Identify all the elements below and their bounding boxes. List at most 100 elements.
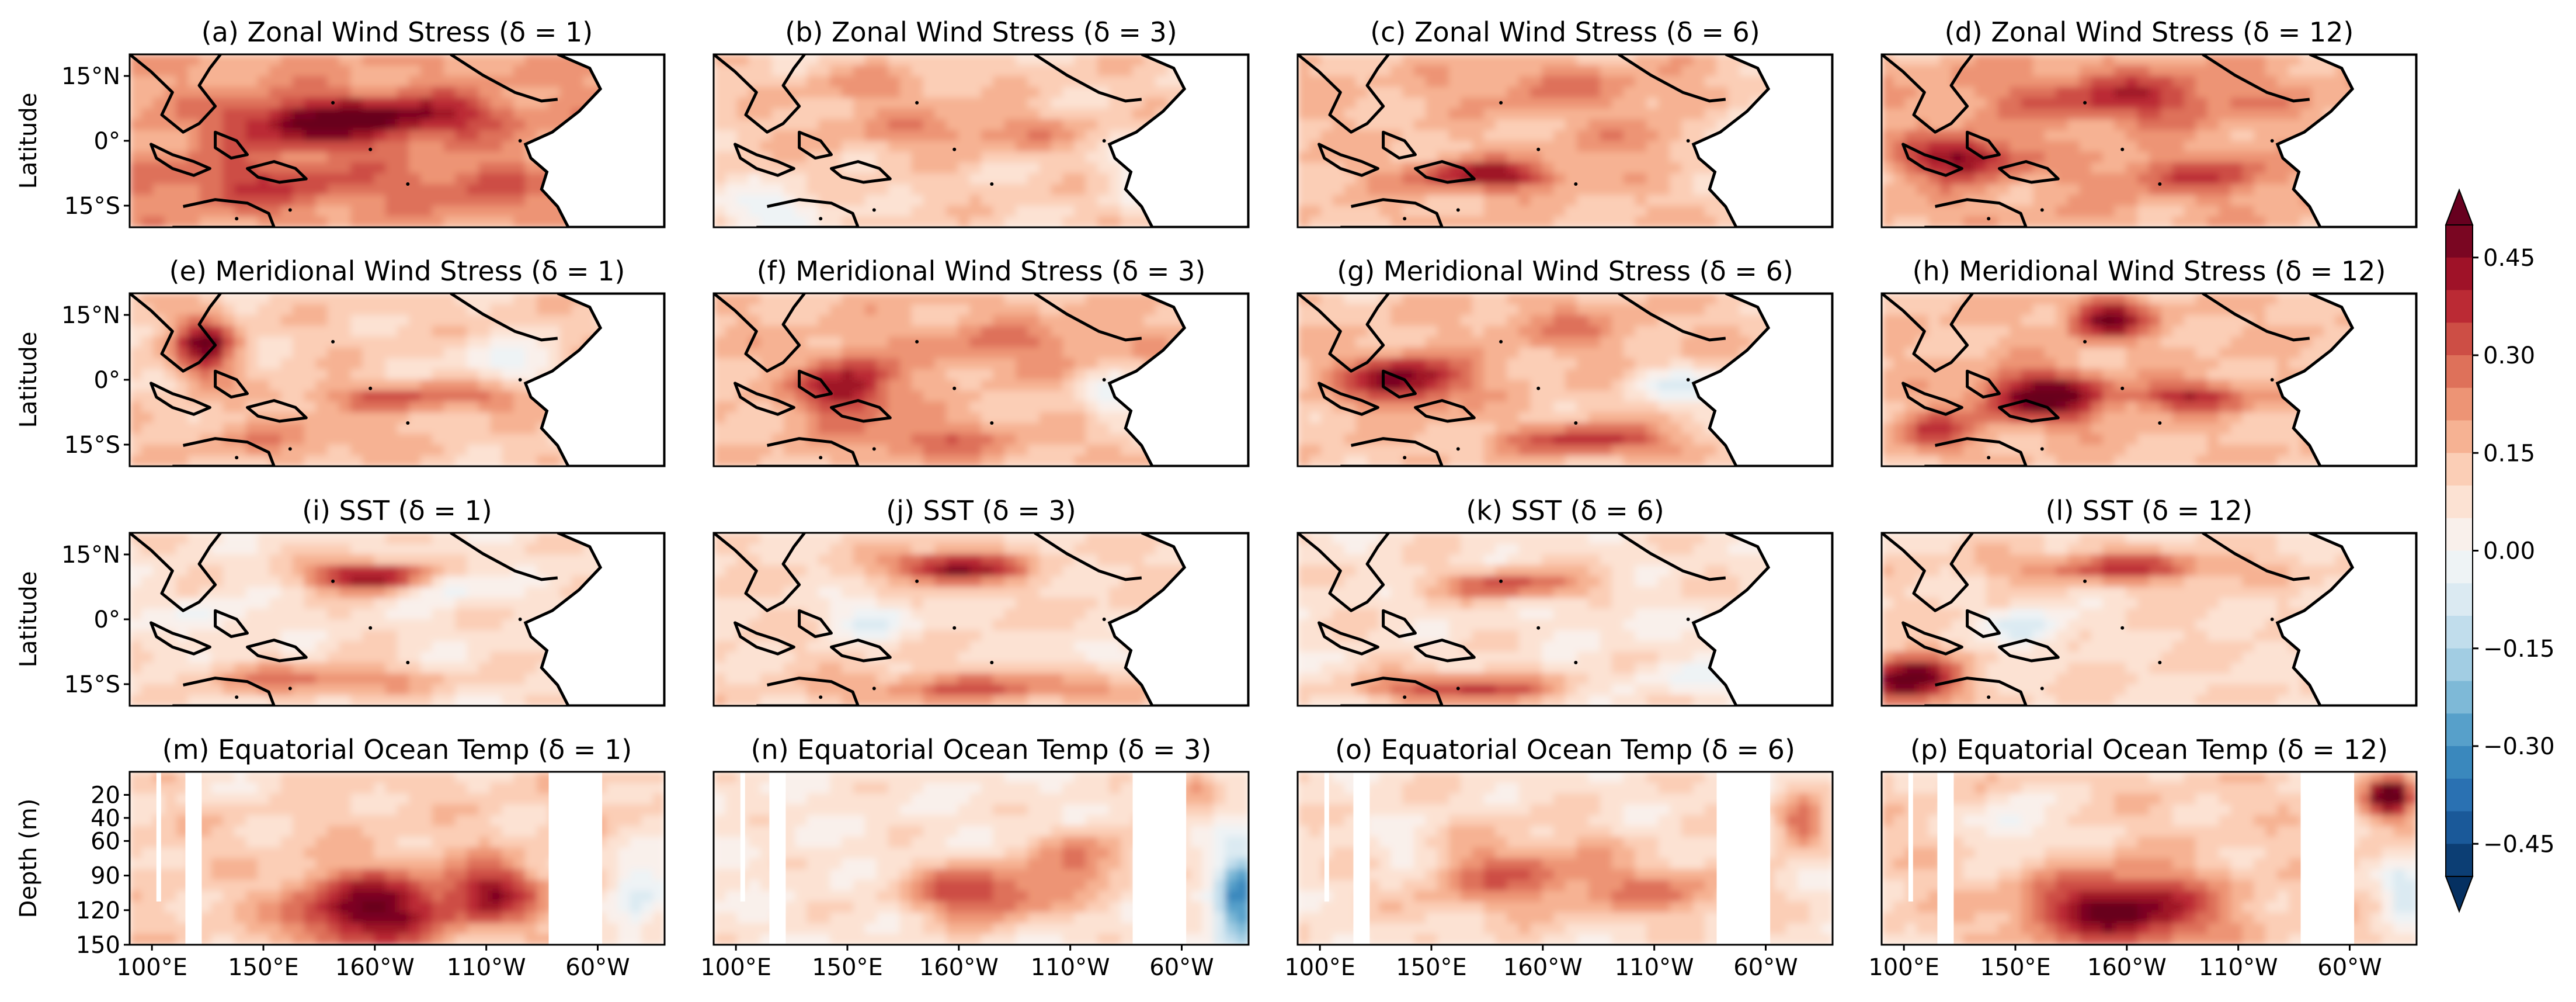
heatmap-cell <box>1355 337 1368 348</box>
heatmap-cell <box>1963 173 1976 185</box>
heatmap-cell <box>443 412 456 424</box>
heatmap-cell <box>818 119 831 131</box>
heatmap-cell <box>525 216 537 227</box>
heatmap-cell <box>969 151 982 163</box>
heatmap-cell <box>420 216 433 227</box>
heatmap-cell <box>1998 130 2010 141</box>
heatmap-cell <box>2219 54 2231 66</box>
heatmap-cell <box>842 315 854 327</box>
heatmap-cell <box>1693 98 1705 109</box>
heatmap-cell <box>2010 141 2022 152</box>
heatmap-cell <box>899 119 912 131</box>
heatmap-cell <box>1379 151 1392 163</box>
heatmap-cell <box>1121 434 1133 445</box>
heatmap-cell <box>1320 315 1333 327</box>
heatmap-cell <box>1437 76 1449 88</box>
heatmap-cell <box>2184 54 2196 66</box>
heatmap-cell <box>1681 195 1694 206</box>
heatmap-cell <box>385 337 398 348</box>
heatmap-cell <box>408 119 421 131</box>
heatmap-cell <box>1565 130 1577 141</box>
island-dot <box>1686 139 1690 143</box>
heatmap-cell <box>2079 108 2092 120</box>
heatmap-cell <box>432 76 444 88</box>
heatmap-cell <box>467 54 479 66</box>
heatmap-cell <box>1460 184 1473 196</box>
heatmap-cell <box>1576 184 1589 196</box>
heatmap-cell <box>164 184 177 196</box>
heatmap-cell <box>1051 455 1063 466</box>
heatmap-cell <box>304 216 317 227</box>
heatmap-cell <box>187 401 200 413</box>
heatmap-cell <box>923 86 936 98</box>
heatmap-cell <box>1402 337 1415 348</box>
heatmap-cell <box>1693 76 1705 88</box>
heatmap-cell <box>1390 206 1403 217</box>
heatmap-cell <box>176 304 189 315</box>
heatmap-cell <box>2277 184 2289 196</box>
island-dot <box>915 339 919 344</box>
heatmap-cell <box>467 325 479 337</box>
heatmap-cell <box>1390 54 1403 66</box>
heatmap-cell <box>2091 162 2104 174</box>
heatmap-cell <box>420 337 433 348</box>
heatmap-cell <box>1681 108 1694 120</box>
heatmap-cell <box>1623 315 1636 327</box>
heatmap-cell <box>1553 206 1566 217</box>
heatmap-cell <box>1414 369 1426 380</box>
heatmap-cell <box>1553 119 1566 131</box>
heatmap-cell <box>1074 325 1087 337</box>
heatmap-cell <box>923 65 936 77</box>
heatmap-cell <box>1437 54 1449 66</box>
heatmap-cell <box>1097 76 1110 88</box>
heatmap-cell <box>1553 130 1566 141</box>
heatmap-cell <box>1646 151 1659 163</box>
heatmap-cell <box>1414 325 1426 337</box>
heatmap-cell <box>1298 304 1310 315</box>
heatmap-cell <box>1344 54 1357 66</box>
heatmap-cell <box>2195 76 2208 88</box>
heatmap-cell <box>443 216 456 227</box>
heatmap-cell <box>1716 86 1729 98</box>
heatmap-cell <box>164 315 177 327</box>
heatmap-cell <box>946 337 959 348</box>
heatmap-cell <box>408 315 421 327</box>
heatmap-cell <box>374 173 387 185</box>
heatmap-cell <box>1974 119 1987 131</box>
heatmap-cell <box>1483 390 1496 402</box>
heatmap-cell <box>992 141 1005 152</box>
heatmap-cell <box>199 293 212 305</box>
heatmap-cell <box>923 54 936 66</box>
heatmap-cell <box>1495 380 1508 391</box>
heatmap-cell <box>339 455 352 466</box>
heatmap-cell <box>958 293 971 305</box>
heatmap-cell <box>1963 184 1976 196</box>
heatmap-cell <box>842 86 854 98</box>
heatmap-cell <box>269 54 281 66</box>
heatmap-cell <box>934 206 947 217</box>
heatmap-cell <box>2010 119 2022 131</box>
heatmap-cell <box>2207 65 2220 77</box>
heatmap-cell <box>1004 412 1017 424</box>
heatmap-cell <box>2219 130 2231 141</box>
heatmap-cell <box>1611 141 1624 152</box>
heatmap-cell <box>783 206 796 217</box>
heatmap-cell <box>199 445 212 456</box>
heatmap-cell <box>2137 98 2150 109</box>
heatmap-cell <box>1016 445 1028 456</box>
heatmap-cell <box>1097 173 1110 185</box>
heatmap-cell <box>934 184 947 196</box>
heatmap-cell <box>1039 173 1052 185</box>
heatmap-cell <box>771 206 784 217</box>
heatmap-cell <box>1051 293 1063 305</box>
heatmap-cell <box>420 76 433 88</box>
heatmap-cell <box>818 358 831 370</box>
heatmap-cell <box>1004 304 1017 315</box>
heatmap-cell <box>1344 445 1357 456</box>
heatmap-cell <box>1414 455 1426 466</box>
heatmap-cell <box>1472 423 1485 435</box>
heatmap-cell <box>1681 65 1694 77</box>
heatmap-cell <box>1658 141 1671 152</box>
island-dot <box>2158 182 2162 186</box>
heatmap-cell <box>1986 86 1999 98</box>
